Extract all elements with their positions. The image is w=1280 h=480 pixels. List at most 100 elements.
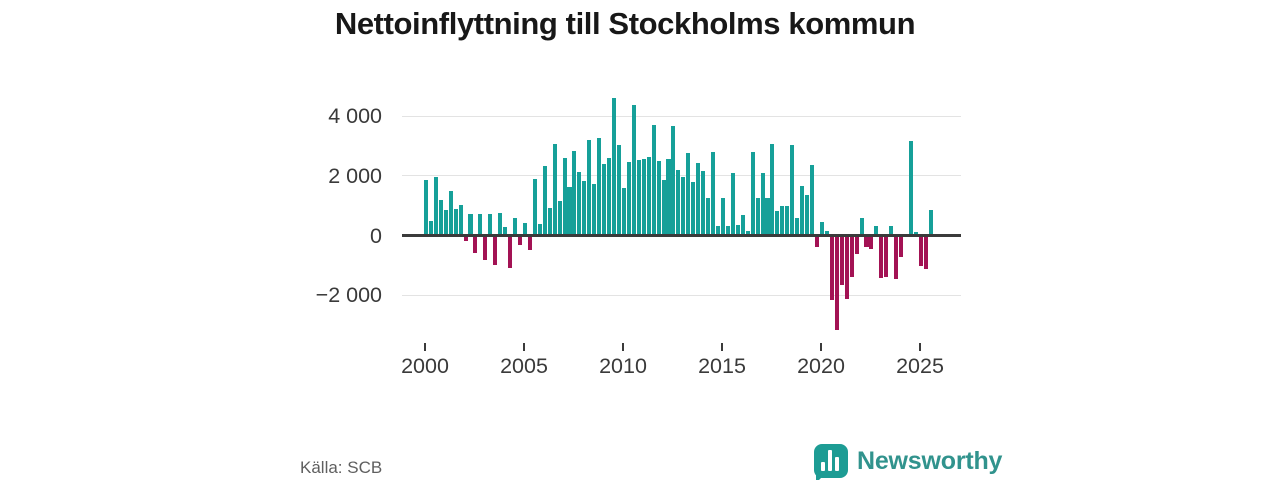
bar-2021q4: [854, 235, 859, 255]
bar-2003q4: [498, 213, 503, 236]
x-axis-tick-label: 2025: [896, 354, 944, 378]
bar-2014q2: [706, 198, 711, 236]
bar-2025q1: [918, 235, 923, 267]
bar-2016q4: [755, 197, 760, 236]
bar-2000q3: [433, 176, 438, 236]
bar-2018q1: [780, 206, 785, 236]
bar-2015q2: [725, 226, 730, 236]
bar-2021q1: [839, 235, 844, 286]
bar-2015q3: [730, 172, 735, 236]
bar-2014q3: [711, 151, 716, 236]
bar-2013q1: [681, 177, 686, 236]
bar-2013q2: [686, 152, 691, 236]
bar-2010q4: [636, 159, 641, 236]
bar-2013q4: [696, 162, 701, 236]
bar-2023q3: [889, 225, 894, 236]
x-axis-tick-label: 2020: [797, 354, 845, 378]
bar-2016q1: [740, 215, 745, 236]
zero-axis-line: [402, 234, 961, 237]
bar-2011q2: [646, 156, 651, 236]
bar-2007q2: [567, 186, 572, 236]
bar-2019q2: [805, 194, 810, 236]
bar-2024q1: [899, 235, 904, 257]
bar-2006q1: [542, 165, 547, 236]
bar-2002q1: [463, 235, 468, 241]
bar-2018q3: [790, 145, 795, 236]
bar-2001q1: [443, 209, 448, 236]
x-axis-tick-label: 2000: [401, 354, 449, 378]
bar-2001q4: [458, 205, 463, 236]
bar-2012q4: [676, 170, 681, 236]
bar-2025q2: [923, 235, 928, 270]
bar-2025q3: [928, 209, 933, 236]
logo-bar-icon: [835, 457, 839, 471]
bar-2023q1: [879, 235, 884, 279]
bar-2006q3: [552, 143, 557, 236]
bar-2001q3: [453, 209, 458, 236]
bar-2021q2: [844, 235, 849, 300]
bar-2022q3: [869, 235, 874, 250]
bar-2002q4: [478, 214, 483, 236]
bar-2000q1: [423, 180, 428, 236]
bar-2001q2: [448, 190, 453, 236]
bar-2023q4: [894, 235, 899, 280]
x-axis-tick-label: 2005: [500, 354, 548, 378]
bar-2013q3: [691, 181, 696, 236]
y-axis-tick-label: 4 000: [328, 104, 382, 129]
bar-2017q3: [770, 143, 775, 236]
x-tick-mark-2005: [523, 343, 525, 351]
gridline--2000: [402, 294, 961, 296]
bar-2008q4: [597, 137, 602, 236]
bar-2005q4: [537, 223, 542, 236]
bar-2003q1: [483, 235, 488, 260]
bar-2004q3: [513, 218, 518, 236]
y-axis-tick-label: 0: [370, 223, 382, 248]
bar-2018q2: [785, 206, 790, 236]
bar-2007q4: [577, 172, 582, 236]
bar-2009q4: [616, 145, 622, 236]
bar-2000q4: [438, 199, 443, 236]
speech-bubble-tail: [816, 474, 825, 480]
gridline-4000: [402, 115, 961, 117]
x-axis-tick-label: 2015: [698, 354, 746, 378]
bar-2018q4: [795, 217, 800, 236]
bar-2005q2: [527, 235, 532, 250]
bar-2000q2: [428, 221, 433, 236]
x-tick-mark-2015: [721, 343, 723, 351]
chart-title: Nettoinflyttning till Stockholms kommun: [334, 6, 916, 41]
bar-2023q2: [884, 235, 889, 277]
newsworthy-chart-icon: [814, 444, 848, 480]
bar-2017q1: [760, 172, 765, 236]
bar-2015q1: [720, 197, 725, 236]
bar-2010q1: [621, 188, 626, 236]
bar-2016q3: [750, 151, 755, 236]
bar-2014q4: [715, 226, 721, 236]
bar-2022q4: [874, 225, 879, 236]
bar-2014q1: [701, 171, 706, 236]
bar-2015q4: [735, 224, 740, 236]
bar-2007q1: [562, 157, 567, 236]
bar-2020q1: [819, 221, 824, 236]
logo-bar-icon: [821, 462, 825, 471]
bar-2019q4: [814, 235, 820, 248]
bar-2019q1: [800, 186, 805, 236]
x-tick-mark-2000: [424, 343, 426, 351]
bar-2011q3: [651, 125, 656, 236]
y-axis-tick-label: −2 000: [315, 283, 382, 308]
bar-2012q1: [661, 179, 666, 236]
bar-2019q3: [810, 165, 815, 236]
bar-2020q2: [824, 231, 829, 236]
bar-2022q1: [859, 217, 864, 236]
bar-2020q3: [829, 235, 834, 301]
bar-2011q1: [641, 158, 646, 236]
bar-2005q3: [532, 178, 537, 236]
bar-2008q3: [592, 184, 597, 236]
y-axis-tick-label: 2 000: [328, 163, 382, 188]
bar-2004q4: [517, 235, 523, 245]
bar-2002q2: [468, 214, 473, 236]
bar-2017q4: [775, 210, 780, 236]
bar-2005q1: [522, 222, 527, 236]
bar-2008q2: [587, 139, 592, 236]
